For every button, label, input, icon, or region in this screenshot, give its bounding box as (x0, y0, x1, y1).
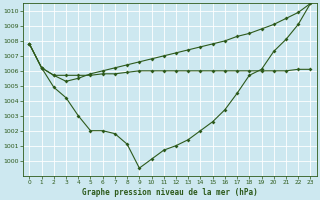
X-axis label: Graphe pression niveau de la mer (hPa): Graphe pression niveau de la mer (hPa) (82, 188, 258, 197)
